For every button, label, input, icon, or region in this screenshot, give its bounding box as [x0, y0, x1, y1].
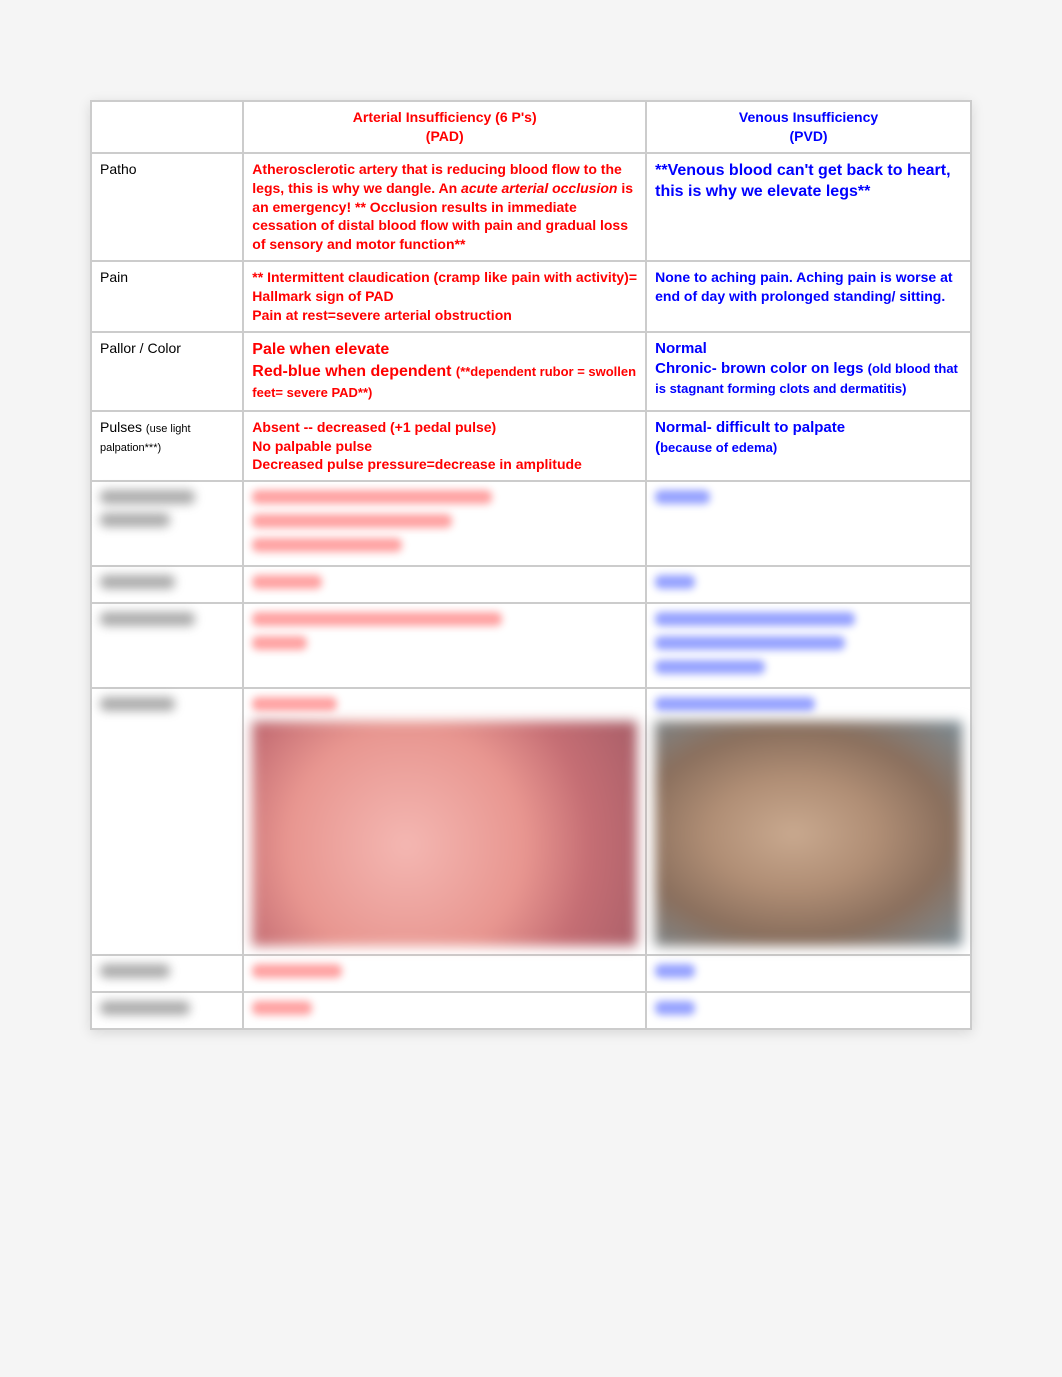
venous-pulses-l2b: because of edema) [660, 440, 777, 455]
header-venous-l2: (PVD) [789, 128, 827, 144]
header-arterial: Arterial Insufficiency (6 P's) (PAD) [244, 102, 645, 152]
label-patho: Patho [92, 154, 242, 260]
venous-pulses-l1: Normal- difficult to palpate [655, 419, 845, 436]
arterial-pulses: Absent -- decreased (+1 pedal pulse) No … [244, 412, 645, 481]
row-pallor: Pallor / Color Pale when elevate Red-blu… [92, 333, 970, 410]
venous-pallor: Normal Chronic- brown color on legs (old… [647, 333, 970, 410]
arterial-pain-l1: ** Intermittent claudication (cramp like… [252, 269, 637, 304]
label-pain: Pain [92, 262, 242, 331]
venous-patho: **Venous blood can't get back to heart, … [647, 154, 970, 260]
arterial-pallor-l1: Pale when elevate [252, 341, 389, 358]
header-row: Arterial Insufficiency (6 P's) (PAD) Ven… [92, 102, 970, 152]
label-pulses-a: Pulses [100, 419, 146, 435]
arterial-pain-l2: Pain at rest=severe arterial obstruction [252, 307, 512, 323]
row-patho: Patho Atherosclerotic artery that is red… [92, 154, 970, 260]
arterial-ulcer-image [252, 721, 637, 946]
row-blurred-images [92, 689, 970, 955]
venous-pain: None to aching pain. Aching pain is wors… [647, 262, 970, 331]
row-pain: Pain ** Intermittent claudication (cramp… [92, 262, 970, 331]
arterial-pulses-l1: Absent -- decreased (+1 pedal pulse) [252, 419, 496, 435]
row-blurred-2 [92, 567, 970, 602]
arterial-patho: Atherosclerotic artery that is reducing … [244, 154, 645, 260]
arterial-pallor: Pale when elevate Red-blue when dependen… [244, 333, 645, 410]
venous-ulcer-image [655, 721, 962, 946]
venous-pallor-l1: Normal [655, 340, 707, 357]
arterial-patho-em: acute arterial occlusion [461, 180, 617, 196]
header-arterial-l2: (PAD) [426, 128, 464, 144]
header-arterial-l1: Arterial Insufficiency (6 P's) [353, 109, 537, 125]
row-blurred-3 [92, 604, 970, 687]
row-blurred-4 [92, 956, 970, 991]
arterial-pulses-l2: No palpable pulse [252, 438, 372, 454]
arterial-pallor-l2a: Red-blue when dependent [252, 363, 456, 380]
arterial-pain: ** Intermittent claudication (cramp like… [244, 262, 645, 331]
arterial-pulses-l3: Decreased pulse pressure=decrease in amp… [252, 456, 582, 472]
header-venous-l1: Venous Insufficiency [739, 109, 878, 125]
label-pulses: Pulses (use light palpation***) [92, 412, 242, 481]
header-blank [92, 102, 242, 152]
venous-pulses: Normal- difficult to palpate (because of… [647, 412, 970, 481]
label-pallor: Pallor / Color [92, 333, 242, 410]
row-blurred-5 [92, 993, 970, 1028]
row-blurred-1 [92, 482, 970, 565]
comparison-table: Arterial Insufficiency (6 P's) (PAD) Ven… [90, 100, 972, 1030]
header-venous: Venous Insufficiency (PVD) [647, 102, 970, 152]
venous-pallor-l2a: Chronic- brown color on legs [655, 360, 868, 377]
row-pulses: Pulses (use light palpation***) Absent -… [92, 412, 970, 481]
